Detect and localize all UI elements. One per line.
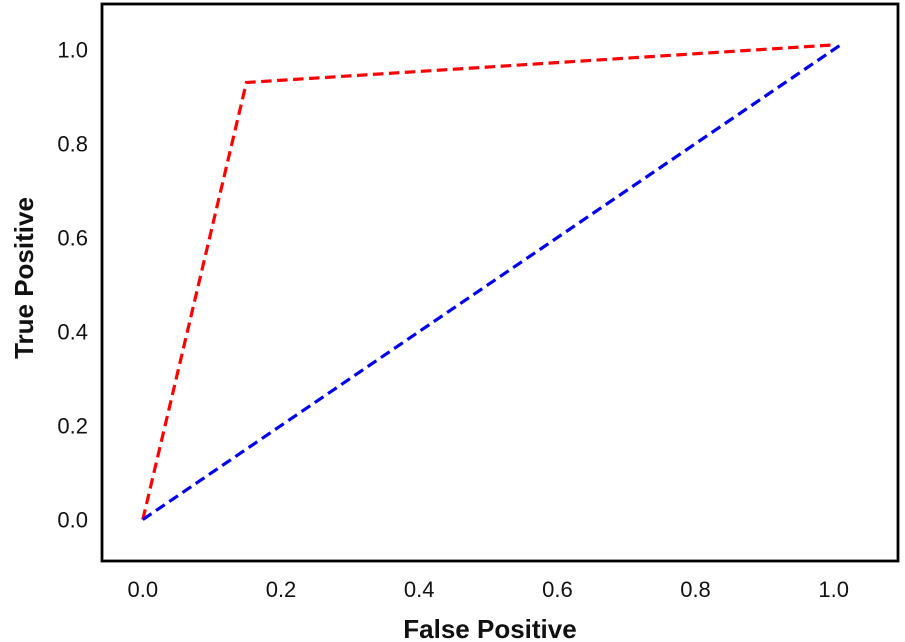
- y-tick-label-0.6: 0.6: [57, 226, 88, 251]
- plot-border: [100, 2, 900, 563]
- x-tick-label-0.6: 0.6: [542, 577, 573, 602]
- y-tick-label-0.4: 0.4: [57, 320, 88, 345]
- chance-diagonal-line: [141, 43, 842, 521]
- y-axis-title: True Positive: [9, 197, 39, 359]
- x-tick-label-0.0: 0.0: [128, 577, 159, 602]
- roc-curve-line: [141, 43, 834, 520]
- y-axis-tick-labels: 0.0 0.2 0.4 0.6 0.8 1.0: [57, 38, 88, 533]
- x-axis-title: False Positive: [403, 614, 576, 642]
- y-tick-label-0.0: 0.0: [57, 508, 88, 533]
- y-tick-label-1.0: 1.0: [57, 38, 88, 63]
- series-lines: [141, 43, 842, 521]
- x-axis-tick-labels: 0.0 0.2 0.4 0.6 0.8 1.0: [128, 577, 849, 602]
- x-tick-label-0.2: 0.2: [266, 577, 297, 602]
- x-tick-label-0.8: 0.8: [680, 577, 711, 602]
- y-tick-label-0.8: 0.8: [57, 132, 88, 157]
- x-tick-label-0.4: 0.4: [404, 577, 435, 602]
- y-tick-label-0.2: 0.2: [57, 414, 88, 439]
- x-tick-label-1.0: 1.0: [818, 577, 849, 602]
